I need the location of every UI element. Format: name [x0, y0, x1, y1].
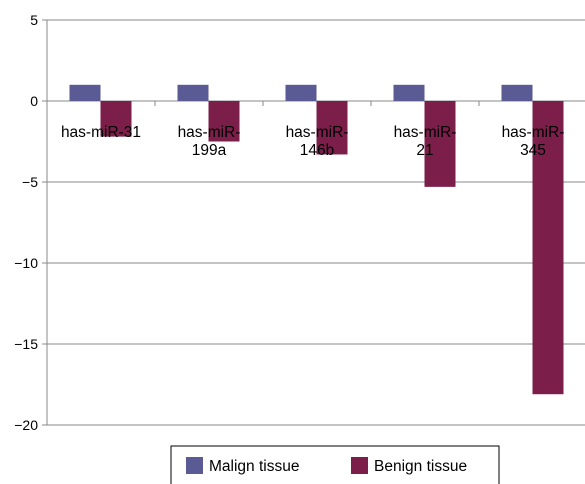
bar-malign-tissue [501, 84, 533, 101]
legend-label: Malign tissue [209, 458, 299, 475]
category-label: has-miR-31 [61, 124, 141, 141]
y-tick-label: −20 [14, 417, 38, 433]
legend-swatch [351, 457, 368, 474]
y-tick-label: −5 [22, 174, 38, 190]
bar-benign-tissue [100, 101, 132, 137]
category-label: 345 [520, 142, 546, 159]
legend-box [170, 445, 500, 484]
category-label: 199a [192, 142, 227, 159]
y-tick-label: −15 [14, 336, 38, 352]
bar-benign-tissue [316, 101, 348, 155]
y-tick-label: 0 [30, 93, 38, 109]
y-tick-label: 5 [30, 12, 38, 28]
category-label: 146b [300, 142, 334, 159]
bar-malign-tissue [69, 84, 101, 101]
category-label: 21 [416, 142, 433, 159]
bar-malign-tissue [393, 84, 425, 101]
bar-benign-tissue [532, 101, 564, 395]
y-tick-label: −10 [14, 255, 38, 271]
bar-malign-tissue [285, 84, 317, 101]
category-label: has-miR- [286, 124, 349, 141]
category-label: has-miR- [502, 124, 565, 141]
category-label: has-miR- [178, 124, 241, 141]
legend-label: Benign tissue [374, 458, 467, 475]
bar-benign-tissue [208, 101, 240, 142]
bar-malign-tissue [177, 84, 209, 101]
legend-swatch [186, 457, 203, 474]
category-label: has-miR- [394, 124, 457, 141]
legend: Malign tissue Benign tissue [170, 445, 500, 484]
bar-benign-tissue [424, 101, 456, 187]
